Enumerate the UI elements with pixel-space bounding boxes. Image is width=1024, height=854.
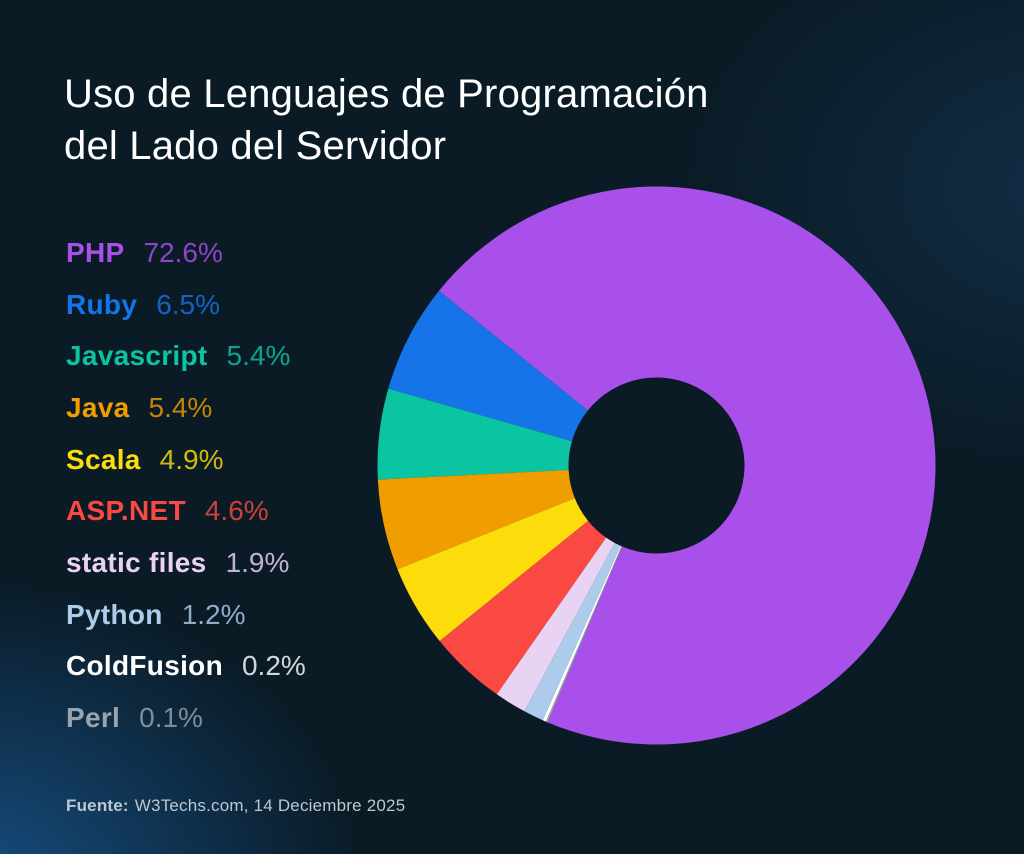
legend-label: Scala <box>66 443 141 475</box>
legend-label: Perl <box>66 702 121 734</box>
legend-item: Scala 4.9% <box>66 434 306 486</box>
legend-item: Perl 0.1% <box>66 692 306 744</box>
donut-chart-container <box>377 186 937 746</box>
legend-label: PHP <box>66 236 125 268</box>
legend-value: 4.6% <box>204 495 269 527</box>
slice-python <box>524 543 621 721</box>
legend-item: Java 5.4% <box>66 382 306 434</box>
legend-value: 5.4% <box>148 391 213 423</box>
page-title: Uso de Lenguajes de Programación del Lad… <box>64 68 709 172</box>
donut-chart <box>377 186 936 745</box>
legend-value: 0.2% <box>241 650 306 682</box>
source-text: W3Techs.com, 14 Deciembre 2025 <box>134 796 406 815</box>
slice-asp-net <box>439 520 607 695</box>
legend-value: 1.9% <box>225 546 290 578</box>
legend-label: Python <box>66 598 163 630</box>
legend: PHP 72.6% Ruby 6.5% Javascript 5.4% Java… <box>66 227 306 744</box>
legend-item: ColdFusion 0.2% <box>66 641 306 693</box>
legend-item: PHP 72.6% <box>66 227 306 279</box>
legend-value: 5.4% <box>226 340 291 372</box>
page-title-line1: Uso de Lenguajes de Programación <box>64 72 709 116</box>
slice-scala <box>397 498 589 642</box>
slice-ruby <box>388 290 588 442</box>
legend-label: static files <box>66 546 207 578</box>
legend-value: 6.5% <box>156 288 221 320</box>
legend-value: 0.1% <box>139 702 203 734</box>
legend-item: Ruby 6.5% <box>66 279 306 331</box>
source-note: Fuente: W3Techs.com, 14 Deciembre 2025 <box>66 796 405 816</box>
slice-static-files <box>496 537 615 712</box>
legend-label: Ruby <box>66 288 138 320</box>
legend-item: Python 1.2% <box>66 589 306 641</box>
slice-javascript <box>377 388 572 480</box>
page-title-line2: del Lado del Servidor <box>64 124 447 168</box>
slice-coldfusion <box>542 545 622 722</box>
legend-label: Javascript <box>66 340 208 372</box>
legend-value: 72.6% <box>143 236 223 268</box>
legend-item: Javascript 5.4% <box>66 330 306 382</box>
legend-item: ASP.NET 4.6% <box>66 485 306 537</box>
legend-label: ColdFusion <box>66 650 223 682</box>
slice-php <box>438 186 936 745</box>
legend-value: 4.9% <box>159 443 224 475</box>
legend-value: 1.2% <box>181 598 246 630</box>
legend-label: ASP.NET <box>66 495 186 527</box>
legend-label: Java <box>66 391 130 423</box>
slice-java <box>377 469 575 570</box>
source-label: Fuente: <box>66 796 129 815</box>
slice-perl <box>545 546 623 723</box>
legend-item: static files 1.9% <box>66 537 306 589</box>
